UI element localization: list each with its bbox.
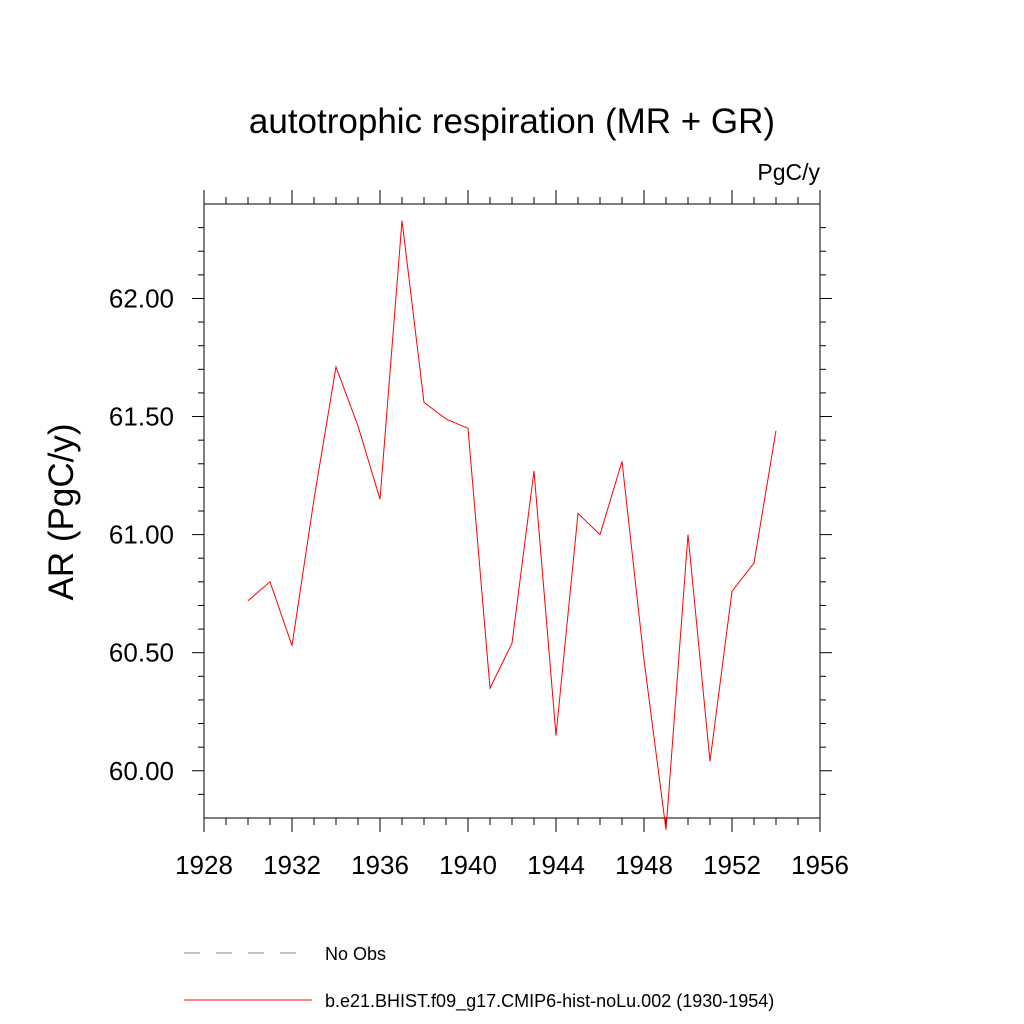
y-axis-label: AR (PgC/y) [42,424,81,601]
x-tick-label: 1948 [615,850,673,880]
plot-frame [203,203,821,819]
y-tick-label: 62.00 [109,283,174,313]
x-tick-label: 1932 [263,850,321,880]
legend-label-model: b.e21.BHIST.f09_g17.CMIP6-hist-noLu.002 … [325,991,774,1012]
y-tick-label: 60.50 [109,638,174,668]
x-tick-label: 1936 [351,850,409,880]
x-tick-label: 1952 [703,850,761,880]
x-tick-label: 1956 [791,850,849,880]
x-tick-label: 1944 [527,850,585,880]
legend: No Obs b.e21.BHIST.f09_g17.CMIP6-hist-no… [184,944,774,1012]
x-tick-label: 1928 [175,850,233,880]
chart-title: autotrophic respiration (MR + GR) [249,102,775,141]
y-tick-label: 61.50 [109,402,174,432]
x-tick-label: 1940 [439,850,497,880]
series-group [247,220,777,830]
axis-ticks [192,190,832,832]
x-tick-labels: 1928 1932 1936 1940 1944 1948 1952 1956 [175,850,849,880]
y-tick-label: 61.00 [109,520,174,550]
y-tick-label: 60.00 [109,756,174,786]
series-line [247,220,777,830]
units-label: PgC/y [757,159,820,185]
y-tick-labels: 60.00 60.50 61.00 61.50 62.00 [109,283,174,785]
legend-label-no-obs: No Obs [325,944,386,964]
